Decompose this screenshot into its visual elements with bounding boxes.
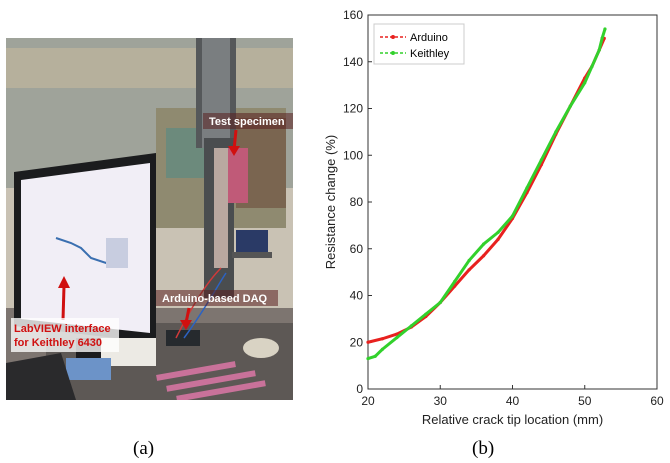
data-point-keithley bbox=[453, 279, 457, 284]
series-group bbox=[366, 27, 607, 361]
x-tick-label: 20 bbox=[361, 394, 375, 408]
resistance-chart: 20 30 40 50 60 0 20 40 60 80 100 120 140 160 Arduino K… bbox=[320, 0, 670, 440]
data-point-arduino bbox=[395, 332, 399, 336]
panel-label-b: (b) bbox=[472, 438, 495, 459]
annotation-bg bbox=[203, 113, 295, 129]
data-point-arduino bbox=[380, 337, 385, 341]
annotation-labview-line1: LabVIEW interface bbox=[14, 323, 111, 335]
data-point-arduino bbox=[453, 284, 457, 288]
data-point-keithley bbox=[597, 48, 601, 52]
annotation-bg bbox=[156, 290, 278, 306]
arrowhead-test-specimen bbox=[228, 146, 240, 156]
data-point-keithley bbox=[409, 324, 413, 328]
table-specimen bbox=[166, 370, 256, 392]
y-tick-label: 140 bbox=[343, 55, 363, 69]
arrowhead-labview bbox=[58, 276, 70, 288]
blue-box bbox=[66, 358, 111, 380]
y-tick-label: 100 bbox=[343, 148, 363, 162]
annotation-labview-line2: for Keithley 6430 bbox=[14, 337, 102, 349]
data-point-arduino bbox=[366, 340, 370, 344]
annotation-daq: Arduino-based DAQ bbox=[162, 293, 268, 305]
data-point-keithley bbox=[510, 214, 515, 218]
data-point-keithley bbox=[467, 258, 471, 263]
data-point-keithley bbox=[590, 64, 594, 69]
y-tick-label: 60 bbox=[350, 242, 364, 256]
arrow-labview bbox=[61, 285, 66, 321]
data-point-keithley bbox=[583, 81, 587, 85]
annotation-test-specimen: Test specimen bbox=[209, 116, 285, 128]
y-tick-label: 160 bbox=[343, 8, 363, 22]
data-point-keithley bbox=[525, 186, 529, 190]
legend-box bbox=[373, 23, 465, 65]
legend: Arduino Keithley bbox=[373, 23, 465, 65]
y-tick-label: 40 bbox=[350, 289, 364, 303]
x-tick-label: 50 bbox=[578, 394, 592, 408]
test-setup-photo: Test specimen Arduino-based DAQ LabVIEW … bbox=[6, 38, 295, 402]
ceiling-structure bbox=[6, 48, 293, 88]
data-point-keithley bbox=[424, 312, 428, 316]
data-point-keithley bbox=[554, 130, 558, 134]
specimen-highlight bbox=[228, 148, 248, 203]
x-tick-label: 60 bbox=[650, 394, 664, 408]
tape-roll bbox=[243, 338, 279, 358]
data-point-keithley bbox=[482, 242, 486, 246]
data-point-keithley bbox=[373, 354, 377, 358]
table-specimen bbox=[176, 380, 266, 402]
data-point-keithley bbox=[438, 300, 442, 305]
x-tick-label: 30 bbox=[434, 394, 448, 408]
data-point-arduino bbox=[482, 254, 486, 258]
x-tick-label: 40 bbox=[506, 394, 520, 408]
load-frame-highlight bbox=[202, 38, 230, 148]
legend-marker bbox=[391, 51, 395, 55]
data-point-keithley bbox=[395, 335, 399, 340]
test-setup-photo-drawing: Test specimen Arduino-based DAQ LabVIEW … bbox=[6, 38, 295, 402]
data-point-keithley bbox=[366, 357, 370, 361]
y-axis-title: Resistance change (%) bbox=[323, 135, 338, 269]
data-point-keithley bbox=[380, 347, 385, 351]
x-axis-title: Relative crack tip location (mm) bbox=[422, 412, 603, 427]
screen-panel bbox=[106, 238, 128, 268]
specimen bbox=[214, 148, 228, 268]
y-tick-label: 20 bbox=[350, 335, 364, 349]
keyboard bbox=[6, 353, 76, 400]
laptop-screen bbox=[236, 230, 268, 252]
y-tick-label: 0 bbox=[356, 382, 363, 396]
y-tick-label: 80 bbox=[350, 195, 364, 209]
data-point-keithley bbox=[568, 104, 572, 108]
legend-label-arduino: Arduino bbox=[410, 32, 448, 44]
arrowhead-daq bbox=[180, 320, 192, 330]
arduino-board bbox=[166, 330, 200, 346]
legend-label-keithley: Keithley bbox=[410, 48, 450, 60]
data-point-keithley bbox=[600, 36, 604, 40]
table-specimen bbox=[156, 361, 236, 381]
y-tick-label: 120 bbox=[343, 102, 363, 116]
data-point-keithley bbox=[539, 158, 543, 162]
data-point-arduino bbox=[496, 237, 500, 241]
data-point-arduino bbox=[467, 268, 471, 272]
annotation-bg-labview bbox=[11, 318, 119, 352]
panel-label-a: (a) bbox=[133, 438, 155, 459]
monitor-screen bbox=[21, 163, 150, 333]
plot-area bbox=[367, 14, 658, 390]
laptop-base bbox=[232, 252, 272, 258]
data-point-keithley bbox=[496, 230, 500, 234]
legend-marker bbox=[391, 35, 395, 39]
data-point-keithley bbox=[603, 27, 607, 31]
